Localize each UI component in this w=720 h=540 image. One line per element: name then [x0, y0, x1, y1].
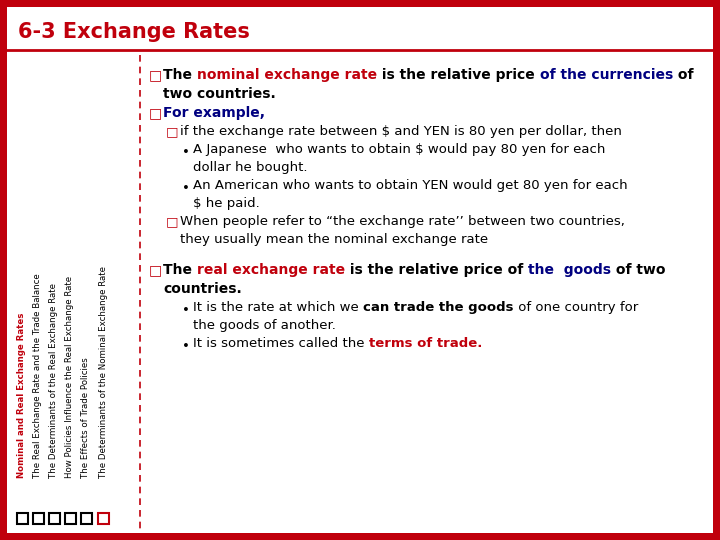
Text: Nominal and Real Exchange Rates: Nominal and Real Exchange Rates	[17, 313, 27, 478]
Text: The Determinants of the Nominal Exchange Rate: The Determinants of the Nominal Exchange…	[99, 266, 107, 478]
Text: terms of trade.: terms of trade.	[369, 337, 482, 350]
Text: 6-3 Exchange Rates: 6-3 Exchange Rates	[18, 22, 250, 42]
Text: □: □	[149, 68, 162, 82]
Text: The Real Exchange Rate and the Trade Balance: The Real Exchange Rate and the Trade Bal…	[34, 273, 42, 478]
Text: The Determinants of the Real Exchange Rate: The Determinants of the Real Exchange Ra…	[50, 283, 58, 478]
Text: $ he paid.: $ he paid.	[193, 197, 260, 210]
Text: is the relative price: is the relative price	[377, 68, 539, 82]
Bar	[32, 512, 43, 523]
Text: A Japanese  who wants to obtain $ would pay 80 yen for each: A Japanese who wants to obtain $ would p…	[193, 143, 606, 156]
Text: For example,: For example,	[163, 106, 265, 120]
Text: the goods of another.: the goods of another.	[193, 319, 336, 332]
Text: dollar he bought.: dollar he bought.	[193, 161, 307, 174]
Text: of: of	[673, 68, 693, 82]
Text: How Policies Influence the Real Exchange Rate: How Policies Influence the Real Exchange…	[66, 276, 74, 478]
Text: nominal exchange rate: nominal exchange rate	[197, 68, 377, 82]
Text: countries.: countries.	[163, 282, 242, 296]
Text: □: □	[166, 125, 179, 138]
Text: •: •	[182, 340, 190, 353]
Text: can trade the goods: can trade the goods	[363, 301, 513, 314]
Bar	[48, 512, 60, 523]
Text: of the currencies: of the currencies	[539, 68, 673, 82]
Text: they usually mean the nominal exchange rate: they usually mean the nominal exchange r…	[180, 233, 488, 246]
Text: of two: of two	[611, 263, 665, 277]
Text: •: •	[182, 182, 190, 195]
Text: of one country for: of one country for	[513, 301, 638, 314]
Text: The: The	[163, 263, 197, 277]
Text: is the relative price of: is the relative price of	[345, 263, 528, 277]
Text: two countries.: two countries.	[163, 87, 276, 101]
Bar	[17, 512, 27, 523]
Text: It is the rate at which we: It is the rate at which we	[193, 301, 363, 314]
Text: An American who wants to obtain YEN would get 80 yen for each: An American who wants to obtain YEN woul…	[193, 179, 628, 192]
Text: □: □	[149, 263, 162, 277]
Bar	[81, 512, 91, 523]
Text: •: •	[182, 304, 190, 317]
Bar	[97, 512, 109, 523]
Text: □: □	[166, 215, 179, 228]
Bar	[65, 512, 76, 523]
Text: □: □	[149, 106, 162, 120]
Text: When people refer to “the exchange rate’’ between two countries,: When people refer to “the exchange rate’…	[180, 215, 625, 228]
Text: the  goods: the goods	[528, 263, 611, 277]
Text: if the exchange rate between $ and YEN is 80 yen per dollar, then: if the exchange rate between $ and YEN i…	[180, 125, 622, 138]
Text: •: •	[182, 146, 190, 159]
Text: real exchange rate: real exchange rate	[197, 263, 345, 277]
Text: It is sometimes called the: It is sometimes called the	[193, 337, 369, 350]
Text: The Effects of Trade Policies: The Effects of Trade Policies	[81, 357, 91, 478]
Text: The: The	[163, 68, 197, 82]
